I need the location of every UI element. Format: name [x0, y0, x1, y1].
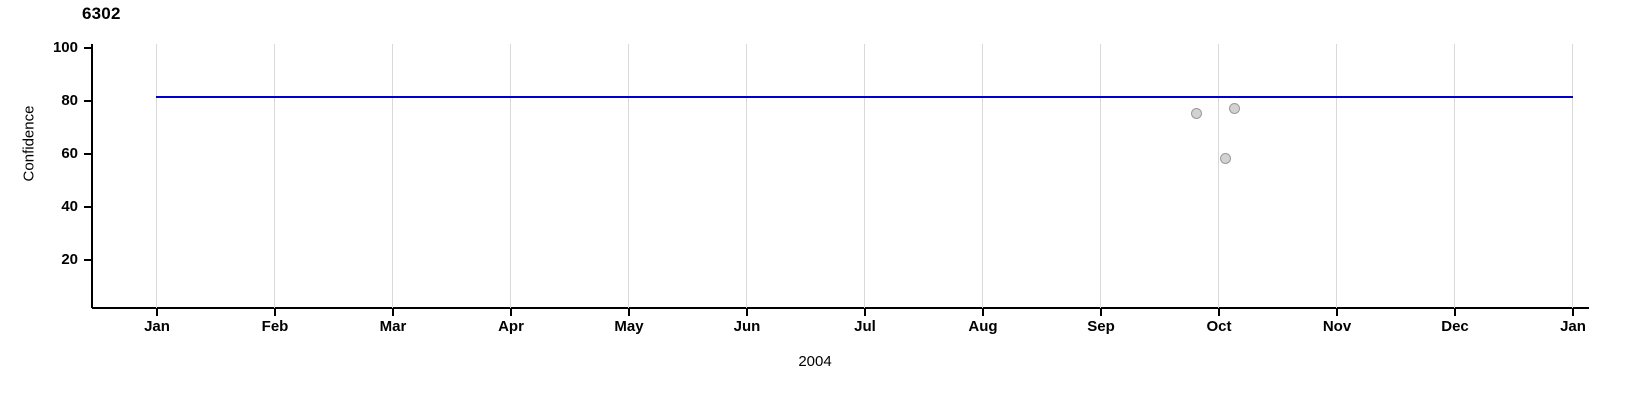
gridline-nov [1336, 44, 1337, 308]
gridline-feb [274, 44, 275, 308]
x-tick-mark-9 [1218, 308, 1220, 316]
x-tick-mark-6 [864, 308, 866, 316]
y-tick-label-80: 80 [61, 92, 78, 109]
x-tick-label-2: Mar [379, 318, 407, 335]
x-axis-title: 2004 [0, 353, 1650, 370]
x-tick-mark-1 [274, 308, 276, 316]
chart-title: 6302 [82, 4, 121, 23]
y-axis-line [91, 44, 93, 308]
x-axis-line [92, 307, 1589, 309]
y-tick-mark-40 [84, 206, 92, 208]
x-axis-title-text: 2004 [798, 353, 832, 370]
x-tick-mark-3 [510, 308, 512, 316]
x-tick-mark-11 [1454, 308, 1456, 316]
gridline-jun [746, 44, 747, 308]
plot-area [92, 44, 1589, 308]
data-point[interactable] [1190, 107, 1202, 119]
x-tick-mark-2 [392, 308, 394, 316]
x-tick-label-7: Aug [968, 318, 998, 335]
y-tick-label-60: 60 [61, 145, 78, 162]
x-tick-mark-12 [1572, 308, 1574, 316]
x-tick-label-11: Dec [1441, 318, 1469, 335]
x-tick-mark-4 [628, 308, 630, 316]
y-tick-mark-20 [84, 259, 92, 261]
y-tick-label-100: 100 [52, 39, 78, 56]
x-tick-mark-10 [1336, 308, 1338, 316]
data-point[interactable] [1228, 102, 1240, 114]
gridline-sep [1100, 44, 1101, 308]
x-tick-label-5: Jun [733, 318, 761, 335]
x-tick-mark-8 [1100, 308, 1102, 316]
x-tick-mark-0 [156, 308, 158, 316]
gridline-dec [1454, 44, 1455, 308]
y-tick-mark-80 [84, 100, 92, 102]
y-tick-label-40: 40 [61, 198, 78, 215]
x-tick-label-6: Jul [854, 318, 876, 335]
x-tick-label-4: May [614, 318, 644, 335]
x-tick-label-3: Apr [498, 318, 524, 335]
y-tick-mark-100 [84, 47, 92, 49]
x-tick-label-1: Feb [261, 318, 289, 335]
x-tick-label-8: Sep [1087, 318, 1115, 335]
gridline-jan [156, 44, 157, 308]
x-tick-mark-5 [746, 308, 748, 316]
y-tick-label-20: 20 [61, 251, 78, 268]
gridline-mar [392, 44, 393, 308]
x-tick-label-12: Jan [1560, 318, 1586, 335]
gridline-may [628, 44, 629, 308]
gridline-jul [864, 44, 865, 308]
data-point[interactable] [1219, 152, 1231, 164]
threshold-line [156, 96, 1573, 98]
gridline-jan-next [1572, 44, 1573, 308]
gridline-oct [1218, 44, 1219, 308]
x-tick-label-0: Jan [144, 318, 170, 335]
x-tick-label-10: Nov [1322, 318, 1352, 335]
gridline-aug [982, 44, 983, 308]
gridline-apr [510, 44, 511, 308]
x-tick-label-9: Oct [1206, 318, 1232, 335]
x-tick-mark-7 [982, 308, 984, 316]
y-tick-mark-60 [84, 153, 92, 155]
